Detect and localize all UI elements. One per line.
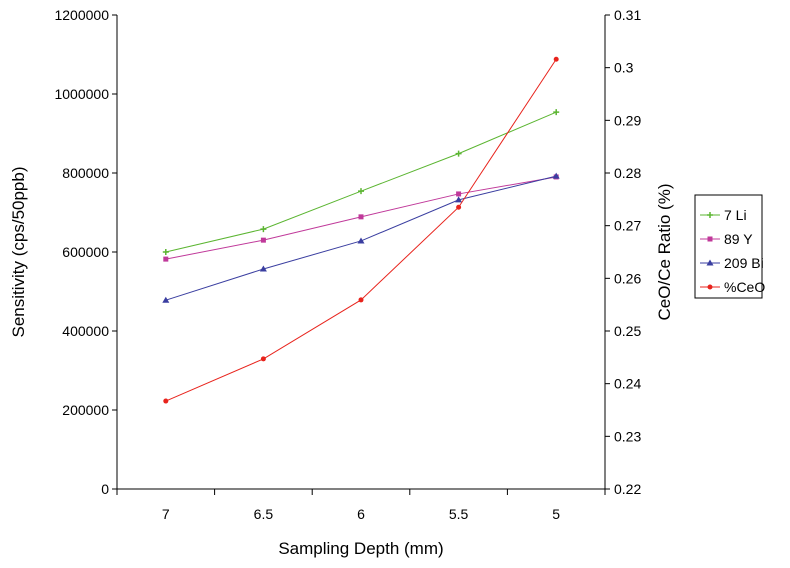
x-tick-label: 6 [357, 506, 365, 522]
data-point [163, 256, 169, 262]
data-point [357, 237, 365, 244]
data-point [260, 356, 266, 362]
data-point [553, 56, 559, 62]
data-point [455, 196, 463, 203]
y-tick-label: 1200000 [54, 7, 109, 23]
y2-tick-label: 0.24 [614, 376, 641, 392]
y2-tick-label: 0.29 [614, 112, 641, 128]
legend-label: 7 Li [724, 207, 747, 223]
y-tick-label: 800000 [62, 165, 109, 181]
y-tick-label: 200000 [62, 402, 109, 418]
x-tick-label: 6.5 [254, 506, 274, 522]
series-209-bi [162, 172, 560, 303]
legend-label: %CeO [724, 279, 765, 295]
data-point [162, 249, 169, 255]
y2-tick-label: 0.3 [614, 60, 634, 76]
data-point [553, 109, 560, 116]
legend-marker [707, 284, 713, 290]
series-7-li [162, 109, 560, 255]
y2-tick-label: 0.25 [614, 323, 641, 339]
series--ceo [163, 56, 559, 404]
y2-tick-label: 0.26 [614, 270, 641, 286]
y2-tick-label: 0.31 [614, 7, 641, 23]
data-point [259, 265, 267, 272]
y-tick-label: 1000000 [54, 86, 109, 102]
legend-marker [706, 259, 714, 266]
data-point [456, 204, 462, 210]
data-point [260, 237, 266, 243]
legend-box [694, 194, 763, 299]
legend-label: 89 Y [724, 231, 753, 247]
series-line [165, 58, 557, 402]
legend-label: 209 Bi [724, 255, 764, 271]
series-89-y [163, 174, 559, 262]
y2-axis-label: CeO/Ce Ratio (%) [655, 184, 674, 321]
y2-tick-label: 0.27 [614, 218, 641, 234]
data-point [163, 398, 169, 404]
y2-tick-label: 0.23 [614, 428, 641, 444]
y-tick-label: 400000 [62, 323, 109, 339]
data-point [552, 172, 560, 179]
y2-tick-label: 0.22 [614, 481, 641, 497]
legend: 7 Li 89 Y 209 Bi %CeO [694, 194, 765, 299]
y-tick-label: 600000 [62, 244, 109, 260]
x-axis-label: Sampling Depth (mm) [278, 539, 443, 558]
legend-marker [707, 212, 713, 218]
series-line [165, 111, 557, 253]
data-point [260, 226, 267, 233]
data-point [455, 150, 462, 157]
data-point [358, 297, 364, 303]
legend-marker [707, 236, 713, 242]
y-tick-label: 0 [101, 481, 109, 497]
data-point [162, 296, 170, 303]
x-tick-label: 5.5 [449, 506, 469, 522]
x-tick-label: 5 [552, 506, 560, 522]
y-axis-label: Sensitivity (cps/50ppb) [9, 166, 28, 337]
y2-tick-label: 0.28 [614, 165, 641, 181]
data-point [456, 191, 462, 197]
x-tick-label: 7 [162, 506, 170, 522]
data-point [358, 214, 364, 220]
data-point [358, 188, 364, 195]
